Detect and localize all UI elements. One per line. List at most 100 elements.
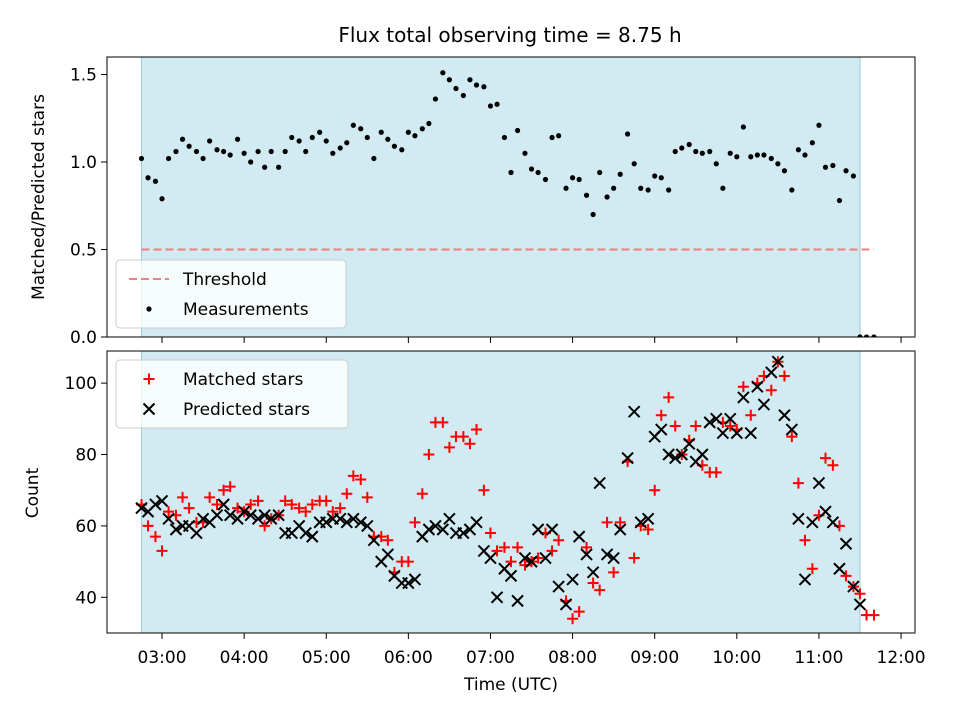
measurements-point [501,134,508,141]
predicted-stars-point [812,476,826,490]
plot-frame [106,350,916,634]
measurements-point [514,127,521,134]
measurements-point [822,164,829,170]
matched-stars-point [840,570,852,582]
predicted-stars-point [333,512,347,525]
measurements-point [748,154,754,160]
measurements-point [419,126,425,132]
measurements-point [358,126,364,132]
measurements-point [241,150,247,156]
predicted-stars-point [744,426,757,440]
matched-stars-point [149,531,161,543]
matched-stars-point [423,449,435,461]
predicted-stars-point [539,551,552,565]
predicted-stars-point [340,516,353,529]
measurements-point [385,136,391,142]
legend-predicted-stars-swatch [142,402,156,416]
measurements-point [440,70,446,76]
measurements-point [330,150,336,156]
matched-stars-point [663,391,675,403]
matched-stars-point [218,484,230,496]
bottom-panel: 40 60 80 100 03:00 04:00 05:00 06:00 07:00 08:00 0… [65,350,926,668]
predicted-stars-point [819,505,832,518]
measurements-point [727,150,733,156]
top-panel: 0.0 0.5 1.0 1.5 Threshold Measurements [70,56,916,348]
y-tick-label: 80 [75,446,97,466]
measurements-point [611,185,617,191]
matched-stars-point [669,420,681,432]
legend-box [115,359,349,429]
legend-box [115,259,347,329]
predicted-stars-point [306,530,319,543]
matched-stars-point [204,491,216,503]
measurements-point [563,185,569,191]
measurements-point [857,334,863,337]
predicted-stars-point [367,533,381,547]
predicted-stars-point [525,555,538,568]
matched-stars-point [306,498,318,510]
matched-stars-point [443,441,455,453]
predicted-stars-point [135,501,148,515]
measurements-point [405,129,411,135]
predicted-stars-point [675,448,689,461]
matched-stars-point [868,609,880,621]
measurements-point [432,96,439,102]
measurements-point [145,175,151,181]
predicted-stars-point [614,523,627,536]
measurements-point [583,192,590,198]
matched-stars-point [355,474,367,486]
measurements-point [576,176,582,183]
matched-stars-point [211,498,223,510]
measurements-point [179,136,186,142]
matched-stars-point [498,541,510,553]
predicted-stars-point [792,512,805,525]
matched-stars-point [478,484,490,496]
matched-stars-point [587,577,599,589]
matched-stars-point [252,495,264,507]
predicted-stars-point [730,426,744,440]
measurements-point [289,134,295,141]
measurements-point [528,166,535,172]
matched-stars-point [737,381,749,393]
measurements-point [871,334,877,337]
predicted-stars-point [265,512,278,525]
legend-label: Measurements [183,300,309,320]
measurements-point [707,148,713,155]
predicted-stars-point [162,512,175,525]
matched-stars-point [546,545,558,557]
x-tick-label: 08:00 [548,648,597,668]
measurements-point [802,152,808,158]
predicted-stars-point [566,573,579,586]
measurements-point [720,185,726,191]
measurements-point [508,169,514,176]
matched-stars-point [765,384,777,396]
predicted-stars-point [196,512,210,525]
matched-stars-point [163,506,175,518]
measurements-point [350,122,356,128]
x-tick-label: 06:00 [384,648,433,668]
predicted-stars-point [484,551,497,565]
predicted-stars-point [586,566,600,579]
predicted-stars-point [408,573,422,586]
predicted-stars-point [251,512,265,525]
x-tick-label: 04:00 [220,648,269,668]
measurements-point [221,148,227,155]
predicted-stars-point [429,519,442,533]
matched-stars-point [327,506,339,518]
x-tick-label: 10:00 [712,648,761,668]
measurements-point [830,162,836,169]
measurements-point [460,92,466,99]
matched-stars-point [224,481,236,493]
predicted-stars-point [765,366,778,379]
top-y-axis-label: Matched/Predicted stars [29,94,49,300]
predicted-stars-point [320,516,333,529]
predicted-stars-point [504,569,518,583]
legend: Matched stars Predicted stars [115,359,349,429]
legend: Threshold Measurements [115,259,347,329]
measurements-point [863,334,870,337]
measurements-point [597,169,603,176]
measurements-point [781,168,788,174]
predicted-stars-point [839,537,853,550]
measurements-point [625,131,631,137]
measurements-point [843,168,849,174]
